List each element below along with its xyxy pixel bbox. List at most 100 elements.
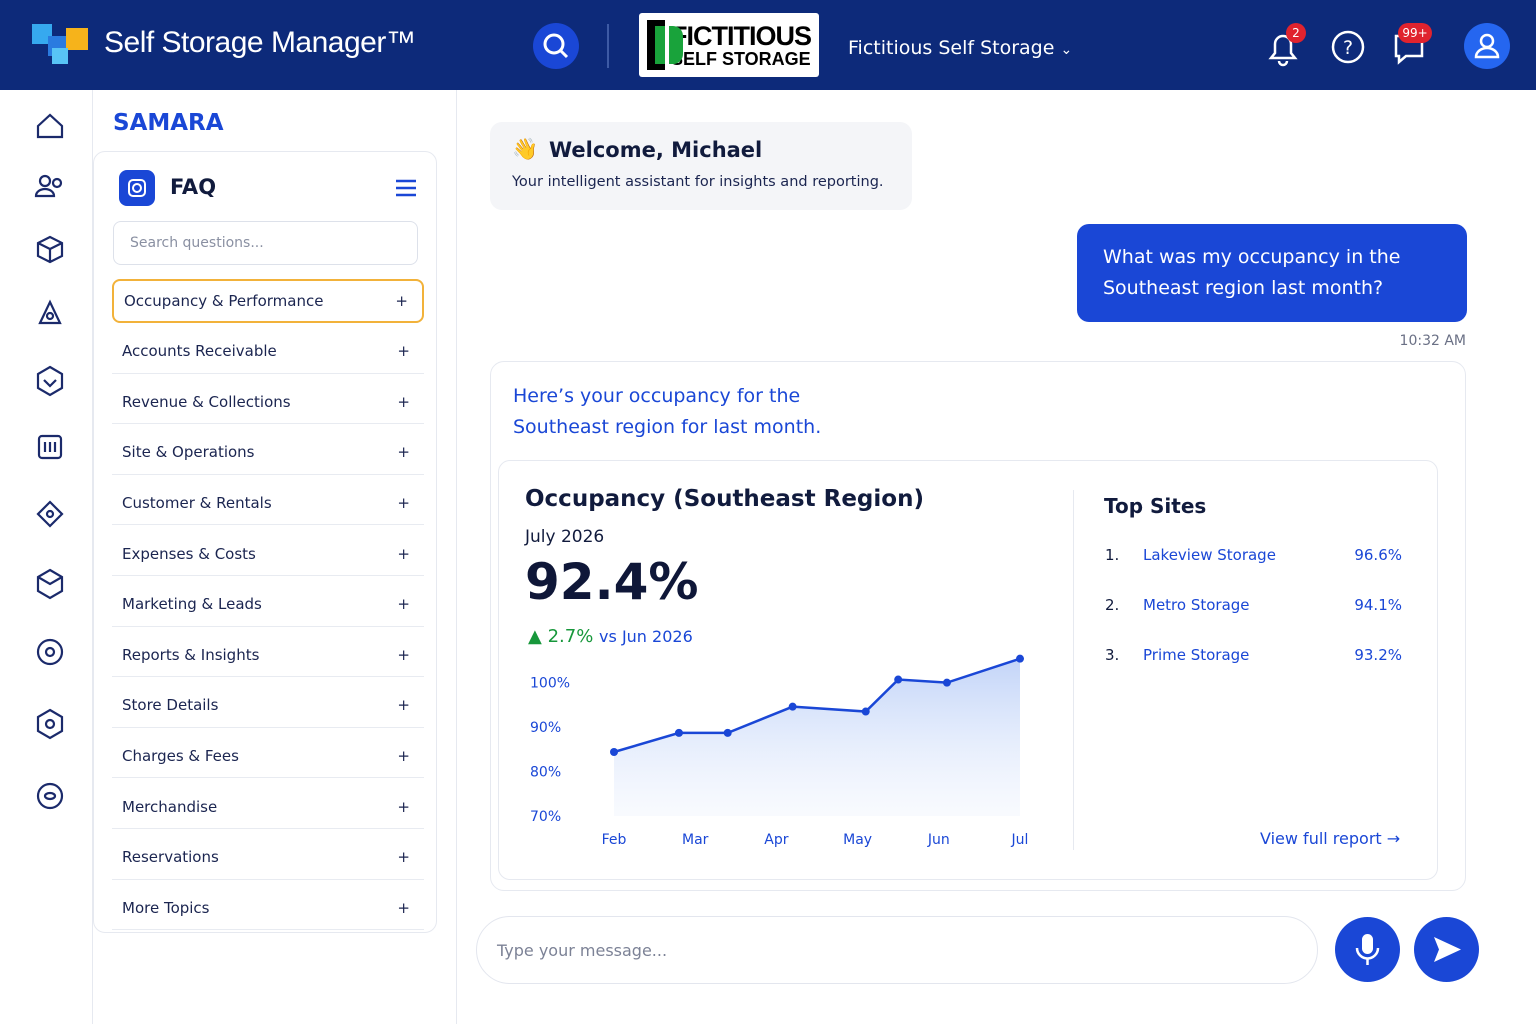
site-name[interactable]: Prime Storage	[1143, 646, 1250, 664]
user-message: What was my occupancy in the Southeast r…	[1077, 224, 1467, 322]
app-name: Self Storage Manager™	[104, 26, 416, 59]
sidebar	[93, 90, 457, 1024]
site-value: 94.1%	[1354, 596, 1402, 614]
site-rank: 3.	[1105, 646, 1120, 664]
point	[610, 748, 618, 756]
faq-topic[interactable]: Revenue & Collections +	[112, 380, 424, 425]
site-name[interactable]: Lakeview Storage	[1143, 546, 1276, 564]
logo-text: FICTITIOUS	[671, 20, 812, 51]
x-tick-label: Mar	[682, 832, 709, 848]
site-name[interactable]: Metro Storage	[1143, 596, 1250, 614]
line	[613, 657, 1021, 754]
faq-topic[interactable]: Store Details +	[112, 684, 424, 728]
occupancy-card	[498, 460, 1438, 880]
topic-label: Revenue & Collections	[122, 392, 291, 411]
topic-label: Merchandise	[122, 797, 218, 816]
mic-button[interactable]	[1335, 917, 1400, 982]
point	[723, 728, 732, 737]
x-tick-label: May	[843, 832, 872, 848]
welcome-title: Welcome, Michael	[549, 138, 763, 162]
x-tick-label: Jul	[1011, 832, 1029, 848]
topic-label: Charges & Fees	[122, 746, 239, 765]
y-tick-label: 90%	[530, 720, 561, 736]
menu-button[interactable]	[394, 178, 418, 198]
topic-label: Site & Operations	[122, 443, 255, 462]
profile-button[interactable]	[1464, 23, 1510, 69]
expand-icon: +	[397, 898, 410, 917]
point	[942, 678, 951, 687]
expand-icon: +	[395, 292, 408, 310]
faq-topic[interactable]: Accounts Receivable +	[112, 330, 424, 374]
topic-label: Marketing & Leads	[122, 595, 262, 614]
expand-icon: +	[397, 544, 410, 563]
area	[614, 658, 1020, 816]
site-value: 96.6%	[1354, 546, 1402, 564]
top-sites-title: Top Sites	[1104, 494, 1207, 518]
expand-icon: +	[397, 797, 410, 816]
help[interactable]: ?	[1330, 29, 1366, 65]
site-rank: 1.	[1105, 546, 1120, 564]
y-tick-label: 100%	[530, 676, 570, 692]
faq-topic[interactable]: Reservations +	[112, 836, 424, 880]
faq-title: FAQ	[170, 175, 217, 199]
nav-rail	[0, 90, 93, 1024]
faq-topic[interactable]: Occupancy & Performance +	[112, 279, 424, 323]
y-tick-label: 80%	[530, 765, 561, 781]
expand-icon: +	[397, 392, 410, 411]
topic-label: Reservations	[122, 848, 219, 867]
reply-text: Here’s your occupancy for the Southeast …	[513, 385, 822, 438]
organization-selector[interactable]: Fictitious Self Storage ⌄	[848, 37, 1073, 59]
faq-topic[interactable]: Merchandise +	[112, 785, 424, 829]
faq-search[interactable]: Search questions...	[113, 221, 418, 265]
card-title: Occupancy (Southeast Region)	[525, 486, 924, 512]
topic-label: Expenses & Costs	[122, 544, 256, 563]
point	[861, 707, 870, 716]
faq-topic[interactable]: Site & Operations +	[112, 431, 424, 475]
faq-topic[interactable]: Marketing & Leads +	[112, 583, 424, 627]
card-period: July 2026	[525, 527, 605, 547]
nav-icons	[34, 113, 64, 810]
message-input[interactable]: Type your message...	[476, 916, 1318, 984]
point	[894, 675, 903, 684]
topic-label: Occupancy & Performance	[124, 292, 324, 310]
organization: Fictitious Self Storage	[848, 37, 1055, 59]
faq-topic[interactable]: Customer & Rentals +	[112, 481, 424, 526]
message-badge: 99+	[1398, 23, 1432, 43]
x-tick-label: Feb	[602, 832, 627, 848]
search-button[interactable]	[533, 23, 579, 69]
faq-icon	[119, 170, 155, 206]
topic-label: Accounts Receivable	[122, 342, 277, 361]
faq-topic[interactable]: Expenses & Costs +	[112, 532, 424, 576]
expand-icon: +	[397, 342, 410, 361]
view-report-link[interactable]: View full report →	[1260, 829, 1401, 848]
expand-icon: +	[397, 595, 410, 614]
faq-topic[interactable]: Reports & Insights +	[112, 633, 424, 678]
welcome-subtitle: Your intelligent assistant for insights …	[512, 174, 884, 190]
timestamp: 10:32 AM	[1399, 333, 1466, 349]
welcome-card	[490, 122, 912, 210]
site-value: 93.2%	[1354, 646, 1402, 664]
topic-label: Store Details	[122, 696, 219, 715]
y-tick-label: 70%	[530, 809, 561, 825]
app-logo	[32, 24, 88, 64]
change-value: 2.7%	[547, 626, 594, 647]
expand-icon: +	[397, 696, 410, 715]
topic-label: Reports & Insights	[122, 645, 260, 664]
expand-icon: +	[397, 746, 410, 765]
point	[674, 728, 683, 737]
expand-icon: +	[397, 443, 410, 462]
send-button[interactable]	[1414, 917, 1479, 982]
reply-card	[490, 361, 1466, 891]
notifications[interactable]	[1262, 26, 1306, 70]
link-text: View full report	[1260, 829, 1382, 848]
occupancy-chart: 70% 80% 90% 100% Feb Mar Apr May Jun Jul	[530, 654, 1029, 848]
faq-topic[interactable]: More Topics +	[112, 886, 424, 931]
faq-topic[interactable]: Charges & Fees +	[112, 734, 424, 779]
expand-icon: +	[397, 493, 410, 512]
comparison: vs Jun 2026	[599, 627, 693, 646]
svg-text:?: ?	[1343, 37, 1353, 59]
x-tick-label: Jun	[927, 832, 950, 848]
topic-label: Customer & Rentals	[122, 493, 272, 512]
expand-icon: +	[397, 848, 410, 867]
